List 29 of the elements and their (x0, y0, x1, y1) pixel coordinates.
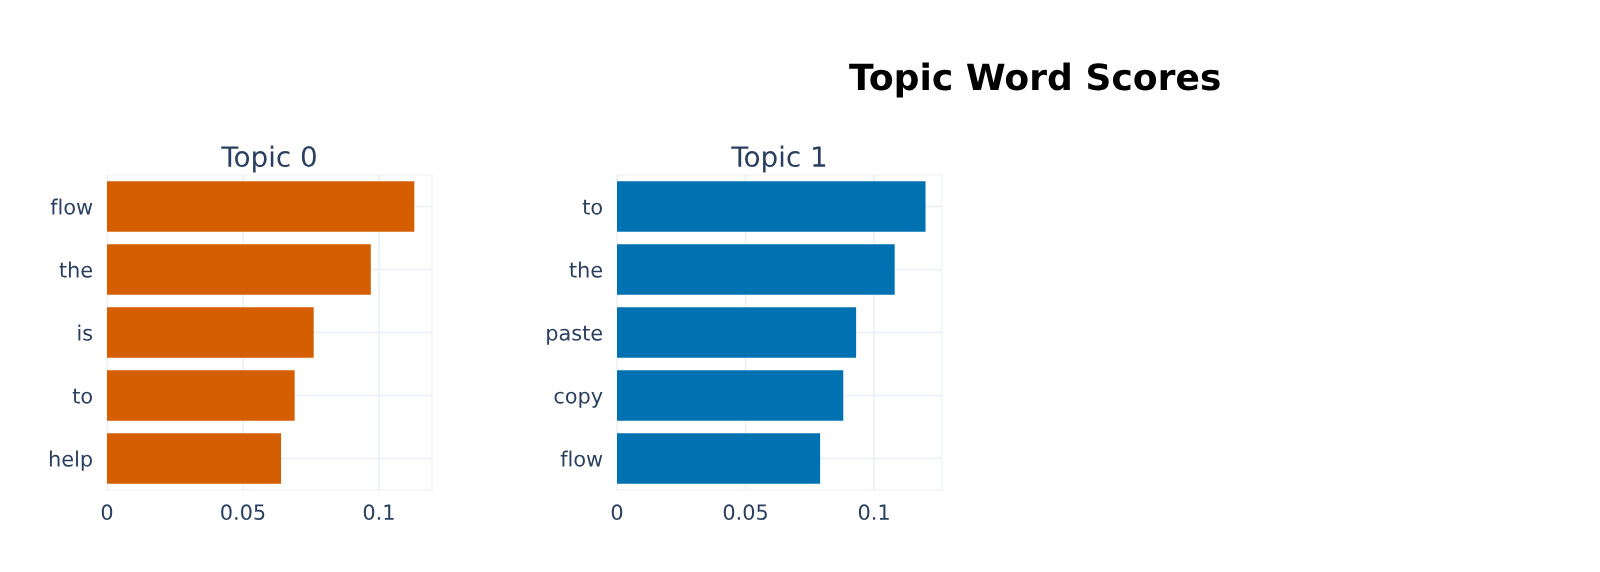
y-tick-label: the (569, 261, 602, 278)
bar (107, 244, 371, 295)
y-tick-label: help (49, 450, 92, 471)
y-tick-label: flow (50, 198, 93, 215)
bar (107, 370, 295, 421)
y-tick-label: copy (554, 391, 603, 408)
bar (617, 433, 821, 484)
y-tick-label: is (78, 324, 93, 341)
y-tick-label: to (582, 199, 602, 215)
x-tick-label: 0.1 (363, 504, 394, 521)
bar (617, 370, 844, 421)
bar (107, 433, 282, 484)
x-tick-label: 0 (101, 504, 113, 521)
y-tick-label: the (59, 261, 92, 278)
y-tick-label: flow (560, 450, 603, 467)
chart-title: Topic 0 (221, 145, 316, 173)
bar (617, 307, 857, 358)
x-tick-label: 0.1 (858, 504, 889, 521)
chart-title: Topic 1 (731, 145, 826, 173)
bar (107, 181, 415, 232)
y-tick-label: paste (547, 325, 602, 345)
text: Topic Word Scores (849, 62, 1220, 98)
x-tick-label: 0.05 (723, 504, 767, 521)
bar (617, 244, 895, 295)
x-tick-label: 0 (611, 504, 623, 521)
bar (617, 181, 926, 232)
y-tick-label: to (72, 388, 92, 404)
bar (107, 307, 314, 358)
x-tick-label: 0.05 (221, 504, 265, 521)
